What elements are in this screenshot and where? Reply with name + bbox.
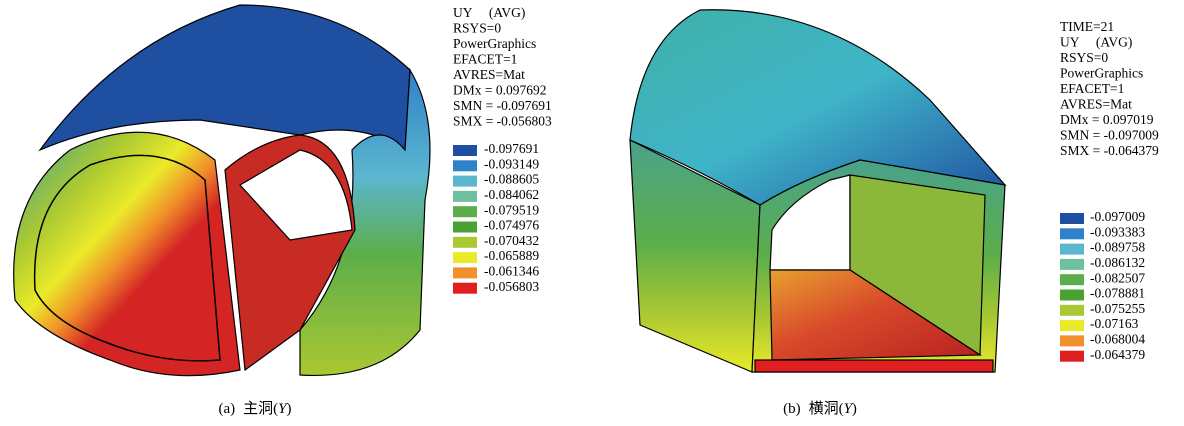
header-line: EFACET=1 — [1060, 81, 1124, 96]
legend-swatch — [1060, 244, 1084, 255]
cross-tunnel-plot — [630, 10, 1005, 372]
legend-label: -0.061346 — [484, 263, 539, 278]
legend-label: -0.093383 — [1090, 224, 1145, 239]
legend-swatch — [453, 283, 477, 294]
header-line: AVRES=Mat — [453, 67, 525, 82]
header-line: DMx = 0.097692 — [453, 83, 547, 98]
caption-part: 主洞( — [243, 400, 278, 417]
legend-swatch — [1060, 274, 1084, 285]
legend-swatch — [1060, 259, 1084, 270]
caption: (a)主洞(Y) — [219, 400, 292, 417]
legend-label: -0.088605 — [484, 172, 539, 187]
legend-swatch — [1060, 351, 1084, 362]
legend-swatch — [453, 237, 477, 248]
header-line: SMN = -0.097009 — [1060, 128, 1159, 143]
caption-part: (a) — [219, 401, 236, 417]
legend-label: -0.093149 — [484, 156, 539, 171]
header-line: RSYS=0 — [1060, 50, 1108, 65]
header-line: PowerGraphics — [453, 36, 536, 51]
header-line: DMx = 0.097019 — [1060, 112, 1154, 127]
legend-swatch — [1060, 335, 1084, 346]
header-line: TIME=21 — [1060, 19, 1114, 34]
legend-swatch — [1060, 228, 1084, 239]
legend-label: -0.065889 — [484, 248, 539, 263]
caption-part: 横洞( — [809, 400, 844, 417]
legend-swatch — [453, 160, 477, 171]
legend-swatch — [1060, 305, 1084, 316]
legend-label: -0.070432 — [484, 233, 539, 248]
legend-label: -0.056803 — [484, 279, 539, 294]
main-tunnel-plot — [14, 5, 430, 376]
legend-label: -0.084062 — [484, 187, 539, 202]
legend-label: -0.068004 — [1090, 331, 1145, 346]
header-line: SMN = -0.097691 — [453, 98, 552, 113]
legend-label: -0.07163 — [1090, 316, 1139, 331]
legend-swatch — [453, 206, 477, 217]
caption: (b)横洞(Y) — [783, 400, 857, 417]
legend-label: -0.078881 — [1090, 286, 1145, 301]
legend-swatch — [1060, 213, 1084, 224]
header-line: UY (AVG) — [453, 5, 525, 20]
legend-label: -0.075255 — [1090, 301, 1145, 316]
header-line: EFACET=1 — [453, 52, 517, 67]
caption-part: (b) — [783, 401, 801, 417]
legend-swatch — [1060, 320, 1084, 331]
legend-label: -0.089758 — [1090, 240, 1145, 255]
legend-label: -0.064379 — [1090, 347, 1145, 362]
legend-label: -0.097009 — [1090, 209, 1145, 224]
legend-swatch — [453, 252, 477, 263]
caption-part: ) — [287, 401, 292, 417]
legend-swatch — [453, 176, 477, 187]
legend-swatch — [453, 145, 477, 156]
legend-swatch — [453, 267, 477, 278]
legend-label: -0.074976 — [484, 218, 539, 233]
caption-part: ) — [852, 401, 857, 417]
header-line: RSYS=0 — [453, 21, 501, 36]
figure: UY (AVG)RSYS=0PowerGraphicsEFACET=1AVRES… — [0, 0, 1184, 426]
legend-label: -0.082507 — [1090, 270, 1145, 285]
header-line: UY (AVG) — [1060, 35, 1132, 50]
header-line: AVRES=Mat — [1060, 97, 1132, 112]
legend-label: -0.079519 — [484, 202, 539, 217]
legend-label: -0.097691 — [484, 141, 539, 156]
header-line: SMX = -0.056803 — [453, 114, 552, 129]
header-line: PowerGraphics — [1060, 66, 1143, 81]
legend-swatch — [453, 191, 477, 202]
legend-label: -0.086132 — [1090, 255, 1145, 270]
legend-swatch — [1060, 290, 1084, 301]
header-line: SMX = -0.064379 — [1060, 143, 1159, 158]
legend-swatch — [453, 222, 477, 233]
